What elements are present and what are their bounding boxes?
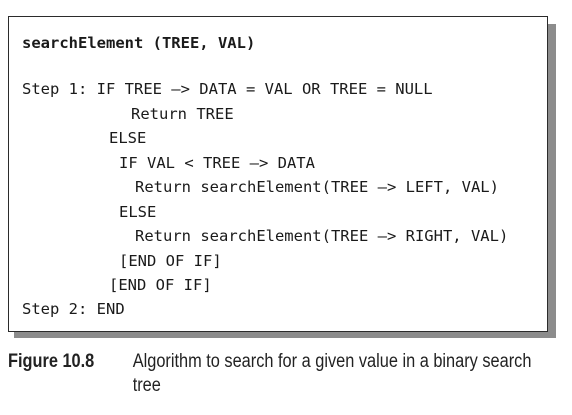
- algorithm-line-end-if-outer: [END OF IF]: [109, 276, 212, 294]
- algorithm-line-step1: Step 1: IF TREE –> DATA = VAL OR TREE = …: [22, 80, 433, 98]
- algorithm-line-step2: Step 2: END: [22, 300, 125, 318]
- algorithm-line-if-val: IF VAL < TREE –> DATA: [119, 154, 315, 172]
- algorithm-line-return-right: Return searchElement(TREE –> RIGHT, VAL): [135, 227, 509, 245]
- algorithm-line-else: ELSE: [109, 129, 147, 147]
- figure-caption-text: Algorithm to search for a given value in…: [132, 351, 532, 396]
- figure-label: Figure 10.8: [8, 351, 95, 372]
- algorithm-line-end-if-inner: [END OF IF]: [119, 252, 222, 270]
- algorithm-line-return-left: Return searchElement(TREE –> LEFT, VAL): [135, 178, 499, 196]
- algorithm-box: searchElement (TREE, VAL) Step 1: IF TRE…: [8, 16, 548, 332]
- algorithm-line-inner-else: ELSE: [119, 203, 157, 221]
- algorithm-title: searchElement (TREE, VAL): [22, 34, 256, 52]
- algorithm-line-return-tree: Return TREE: [131, 105, 234, 123]
